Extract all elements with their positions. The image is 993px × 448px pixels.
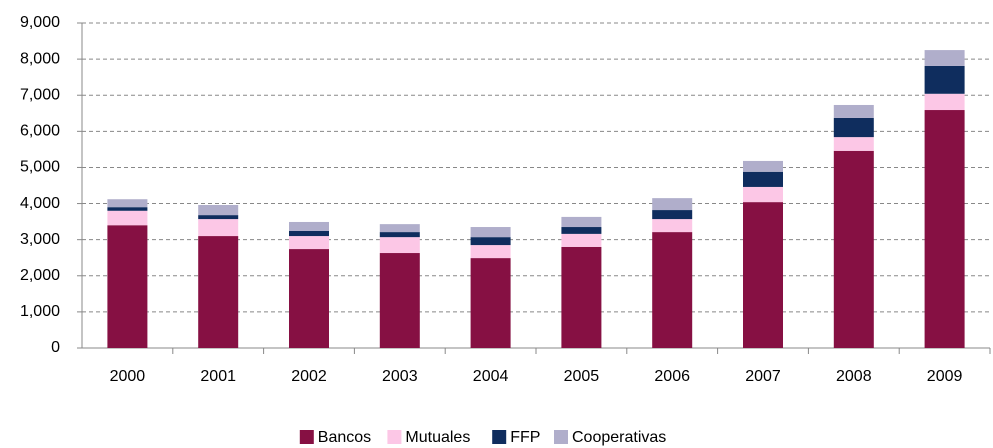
bar-segment [652,232,693,348]
bar-segment [743,186,783,203]
bar-segment [289,231,329,237]
bar-segment [924,93,965,111]
bar-segment [833,117,874,138]
bar-segment [379,232,420,238]
bar-segment [924,50,965,66]
bar-segment [833,104,874,118]
bar-segment [743,202,783,348]
bar-segment [470,227,511,238]
bar-segment [743,171,783,187]
bar-segment [107,225,148,348]
bar-segment [743,160,783,172]
bar-segment [470,245,511,259]
bar-segment [561,233,602,247]
legend-swatch [387,430,402,444]
bar-segment [561,227,602,234]
bar-segment [924,65,965,94]
bar-segment [379,253,420,348]
bar-segment [652,210,693,220]
y-tick-label: 6,000 [20,123,60,140]
x-tick-label: 2006 [654,368,690,385]
y-tick-label: 8,000 [20,50,60,67]
y-tick-label: 0 [51,339,60,356]
bar-segment [198,219,239,237]
bar-segment [652,198,693,211]
x-tick-label: 2000 [110,368,146,385]
bar-segment [652,219,693,233]
bar-segment [289,236,329,250]
x-tick-label: 2007 [745,368,781,385]
y-tick-label: 4,000 [20,195,60,212]
legend-swatch [554,430,568,444]
bar-segment [198,205,239,216]
legend-label: Cooperativas [572,429,666,446]
y-tick-label: 7,000 [20,86,60,103]
bar-segment [470,258,511,348]
bar-segment [833,150,874,348]
bar-segment [107,207,148,211]
bar-segment [470,237,511,246]
bar-segment [379,237,420,254]
y-tick-label: 9,000 [20,14,60,31]
legend-swatch [492,430,507,444]
y-tick-label: 2,000 [20,267,60,284]
bar-segment [289,249,329,348]
bar-segment [924,110,965,349]
x-tick-label: 2005 [564,368,600,385]
bar-segment [289,221,329,231]
x-tick-label: 2001 [200,368,236,385]
legend-label: Mutuales [405,429,470,446]
x-tick-label: 2004 [473,368,509,385]
y-tick-label: 1,000 [20,303,60,320]
bar-segment [107,199,148,208]
y-tick-label: 3,000 [20,231,60,248]
bar-segment [379,224,420,233]
bar-segment [561,246,602,348]
y-tick-label: 5,000 [20,159,60,176]
x-tick-label: 2002 [291,368,327,385]
legend-label: Bancos [318,429,371,446]
bar-segment [198,215,239,220]
bar-segment [833,137,874,151]
bar-segment [198,236,239,348]
bar-segment [561,216,602,228]
x-tick-label: 2009 [927,368,963,385]
legend-swatch [299,430,314,444]
x-tick-label: 2008 [836,368,872,385]
legend-label: FFP [510,429,540,446]
x-tick-label: 2003 [382,368,418,385]
bar-segment [107,210,148,226]
